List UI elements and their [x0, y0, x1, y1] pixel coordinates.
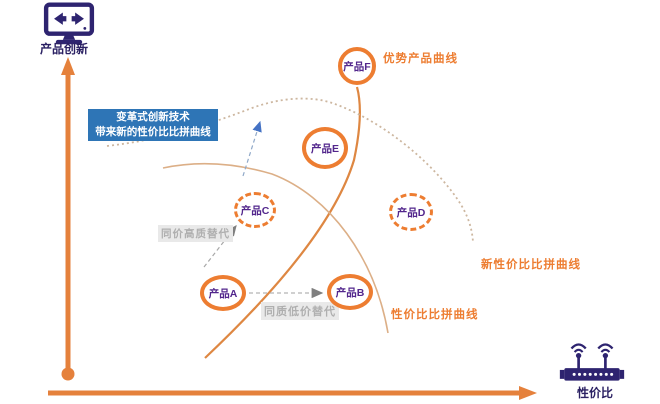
- product-node-b-label: 产品B: [335, 286, 365, 299]
- advantage-curve-label: 优势产品曲线: [383, 53, 458, 65]
- y-axis-label: 产品创新: [40, 42, 89, 56]
- new-price-performance-curve: [106, 97, 474, 243]
- arrow-to-new-curve: [242, 120, 262, 177]
- product-node-a-label: 产品A: [208, 287, 238, 300]
- x-axis-label: 性价比: [577, 386, 614, 400]
- same-price-higher-quality-tag: 同价高质替代: [158, 225, 233, 242]
- innovation-callout: 变革式创新技术 带来新的性价比比拼曲线: [88, 109, 218, 141]
- y-axis: [61, 57, 75, 381]
- product-node-f: 产品F: [338, 47, 376, 85]
- new-price-perf-curve-label: 新性价比比拼曲线: [481, 259, 581, 271]
- monitor-icon: [43, 2, 95, 45]
- innovation-callout-line1: 变革式创新技术: [116, 111, 190, 123]
- product-node-c: 产品C: [234, 192, 276, 228]
- router-icon: [559, 343, 625, 381]
- product-node-a: 产品A: [200, 275, 246, 311]
- x-axis-arrowhead: [519, 386, 537, 400]
- innovation-callout-line2: 带来新的性价比比拼曲线: [95, 126, 211, 138]
- product-node-b: 产品B: [327, 274, 373, 310]
- product-node-d-label: 产品D: [396, 206, 426, 219]
- y-axis-arrowhead: [61, 57, 75, 75]
- product-node-f-label: 产品F: [343, 60, 371, 73]
- x-axis: [48, 386, 537, 400]
- product-node-d: 产品D: [389, 193, 433, 231]
- product-node-e-label: 产品E: [310, 142, 339, 155]
- y-axis-origin-dot: [61, 367, 75, 381]
- same-quality-lower-price-tag: 同质低价替代: [261, 302, 339, 320]
- advantage-product-curve: [204, 86, 361, 359]
- price-perf-curve-label: 性价比比拼曲线: [391, 309, 479, 321]
- product-node-c-label: 产品C: [240, 204, 270, 217]
- product-node-e: 产品E: [302, 127, 348, 169]
- price-performance-curve: [162, 162, 389, 334]
